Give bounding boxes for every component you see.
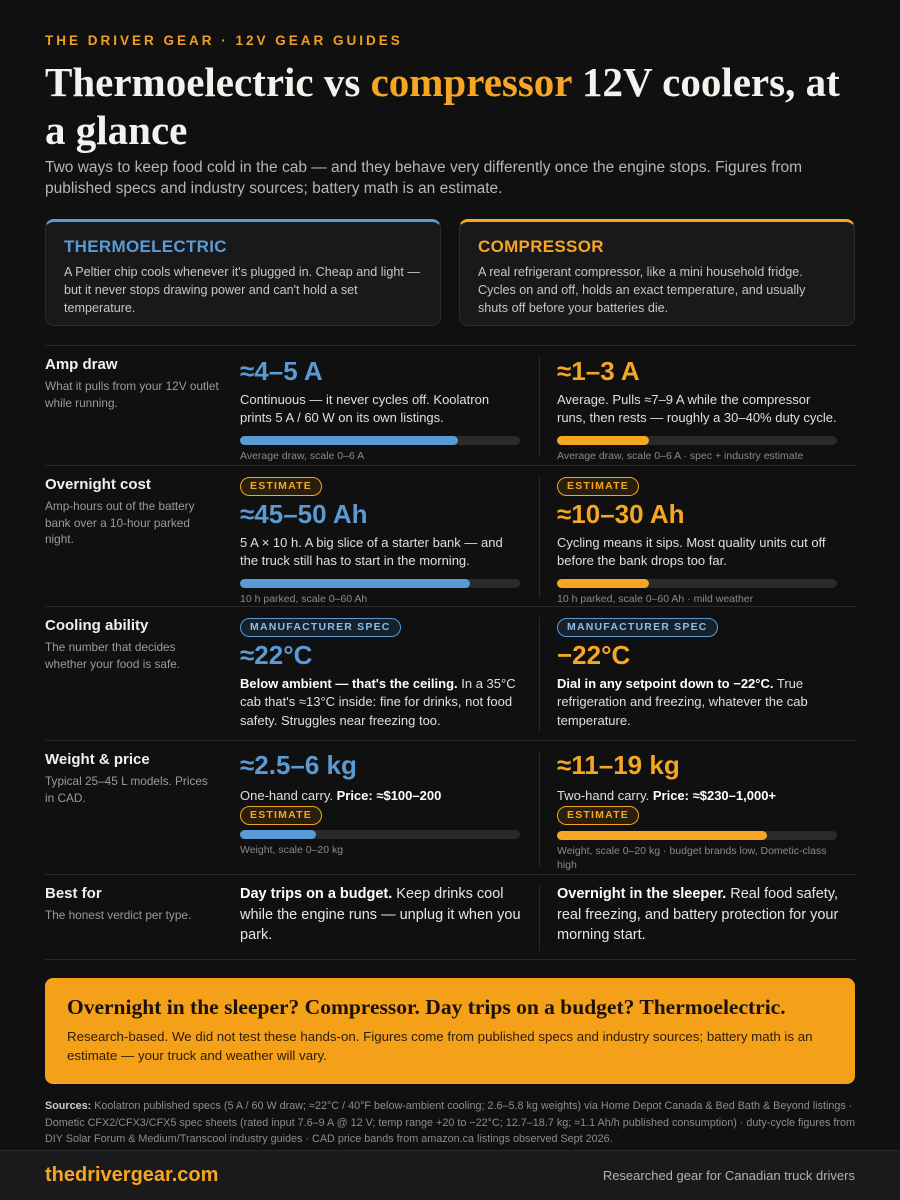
thermo-overnight-value: ≈45–50 Ah (240, 499, 368, 529)
thermo-card-body: A Peltier chip cools whenever it's plugg… (64, 265, 420, 316)
thermo-card: THERMOELECTRIC A Peltier chip cools when… (45, 219, 441, 326)
footer-tagline: Researched gear for Canadian truck drive… (602, 1168, 855, 1183)
thermo-amp-cell: ≈4–5 A Continuous — it never cycles off.… (240, 355, 522, 463)
compressor-weight-cell: ≈11–19 kg Two-hand carry. Price: ≈$230–1… (557, 749, 839, 872)
column-divider (539, 356, 540, 456)
thermo-verdict: Day trips on a budget. Keep drinks cool … (240, 884, 522, 946)
row-subtitle: Amp-hours out of the battery bank over a… (45, 499, 195, 546)
sources-note: Sources: Koolatron published specs (5 A … (45, 1100, 856, 1145)
row-subtitle: What it pulls from your 12V outlet while… (45, 379, 219, 410)
footer-brand-link[interactable]: thedrivergear.com (45, 1164, 219, 1186)
thermo-overnight-bar (240, 578, 520, 588)
thermo-card-title: THERMOELECTRIC (64, 237, 227, 256)
thermo-amp-caption: Average draw, scale 0–6 A (240, 449, 365, 462)
row-cooling-ability: Cooling ability The number that decides … (45, 606, 855, 740)
thermo-overnight-cell: ESTIMATE ≈45–50 Ah 5 A × 10 h. A big sli… (240, 476, 522, 606)
thermo-weight-caption: Weight, scale 0–20 kg (240, 844, 344, 857)
thermo-amp-bar (240, 435, 520, 445)
compressor-cooling-cell: MANUFACTURER SPEC −22°C Dial in any setp… (557, 617, 839, 730)
thermo-amp-value: ≈4–5 A (240, 356, 323, 386)
bar-fill (240, 830, 316, 840)
estimate-badge: ESTIMATE (240, 806, 322, 826)
compressor-amp-desc: Average. Pulls ≈7–9 A while the compress… (557, 392, 837, 426)
compressor-weight-bar (557, 831, 837, 841)
row-title: Amp draw (45, 356, 118, 373)
row-subtitle: Typical 25–45 L models. Prices in CAD. (45, 774, 208, 805)
thermo-weight-value: ≈2.5–6 kg (240, 750, 357, 780)
estimate-badge: ESTIMATE (557, 806, 639, 826)
compressor-overnight-caption: 10 h parked, scale 0–60 Ah · mild weathe… (557, 592, 754, 605)
row-amp-draw: Amp draw What it pulls from your 12V out… (45, 345, 855, 465)
thermo-overnight-caption: 10 h parked, scale 0–60 Ah (240, 592, 368, 605)
row-title: Best for (45, 885, 102, 902)
compressor-cooling-desc: Dial in any setpoint down to −22°C. True… (557, 676, 808, 728)
row-weight-price: Weight & price Typical 25–45 L models. P… (45, 740, 855, 874)
callout-body: Research-based. We did not test these ha… (67, 1029, 813, 1063)
footer: thedrivergear.com Researched gear for Ca… (0, 1150, 900, 1200)
compressor-weight-desc: Two-hand carry. Price: ≈$230–1,000+ ESTIM… (557, 787, 839, 826)
row-title: Cooling ability (45, 617, 149, 634)
spec-badge: MANUFACTURER SPEC (240, 618, 401, 637)
thermo-verdict-text: Day trips on a budget. Keep drinks cool … (240, 886, 521, 943)
thermo-weight-cell: ≈2.5–6 kg One-hand carry. Price: ≈$100–2… (240, 749, 522, 857)
compressor-cooling-value: −22°C (557, 640, 631, 670)
compressor-card-title: COMPRESSOR (478, 237, 604, 256)
estimate-badge: ESTIMATE (240, 477, 322, 496)
row-label: Best for The honest verdict per type. (45, 885, 220, 924)
thermo-weight-desc: One-hand carry. Price: ≈$100–200 ESTIMAT… (240, 787, 522, 826)
compressor-overnight-desc: Cycling means it sips. Most quality unit… (557, 535, 826, 569)
thermo-overnight-desc: 5 A × 10 h. A big slice of a starter ban… (240, 535, 503, 569)
column-divider (539, 885, 540, 951)
row-label: Cooling ability The number that decides … (45, 617, 220, 672)
bar-fill (240, 435, 459, 445)
intro-text: Two ways to keep food cold in the cab — … (45, 159, 803, 197)
thermo-cooling-cell: MANUFACTURER SPEC ≈22°C Below ambient — … (240, 617, 522, 730)
thermo-cooling-value: ≈22°C (240, 640, 313, 670)
compressor-verdict-text: Overnight in the sleeper. Real food safe… (557, 886, 839, 943)
verdict-callout: Overnight in the sleeper? Compressor. Da… (45, 978, 855, 1084)
bar-fill (240, 578, 470, 588)
compressor-overnight-cell: ESTIMATE ≈10–30 Ah Cycling means it sips… (557, 476, 839, 606)
bar-fill (557, 578, 650, 588)
column-divider (539, 476, 540, 598)
compressor-amp-caption: Average draw, scale 0–6 A · spec + indus… (557, 449, 804, 462)
column-divider (539, 617, 540, 732)
compressor-amp-cell: ≈1–3 A Average. Pulls ≈7–9 A while the c… (557, 355, 839, 463)
compressor-verdict: Overnight in the sleeper. Real food safe… (557, 884, 839, 946)
compressor-amp-bar (557, 435, 837, 445)
thermo-amp-desc: Continuous — it never cycles off. Koolat… (240, 392, 490, 426)
bar-fill (557, 831, 767, 841)
row-subtitle: The honest verdict per type. (45, 908, 192, 922)
compressor-amp-value: ≈1–3 A (557, 356, 640, 386)
row-label: Amp draw What it pulls from your 12V out… (45, 356, 220, 411)
spec-badge: MANUFACTURER SPEC (557, 618, 718, 637)
estimate-badge: ESTIMATE (557, 477, 639, 496)
page-title: Thermoelectric vs compressor 12V coolers… (45, 59, 840, 153)
compressor-card-body: A real refrigerant compressor, like a mi… (478, 265, 806, 316)
compressor-weight-caption: Weight, scale 0–20 kg · budget brands lo… (557, 845, 827, 872)
thermo-cooling-desc: Below ambient — that's the ceiling. In a… (240, 676, 516, 728)
row-title: Weight & price (45, 751, 150, 768)
eyebrow: THE DRIVER GEAR · 12V GEAR GUIDES (45, 33, 403, 48)
row-subtitle: The number that decides whether your foo… (45, 640, 181, 671)
callout-headline: Overnight in the sleeper? Compressor. Da… (67, 995, 786, 1019)
compressor-weight-value: ≈11–19 kg (557, 750, 680, 780)
row-label: Overnight cost Amp-hours out of the batt… (45, 476, 220, 548)
row-label: Weight & price Typical 25–45 L models. P… (45, 751, 220, 806)
compressor-overnight-value: ≈10–30 Ah (557, 499, 685, 529)
compressor-overnight-bar (557, 578, 837, 588)
row-overnight-cost: Overnight cost Amp-hours out of the batt… (45, 465, 855, 606)
compressor-card: COMPRESSOR A real refrigerant compressor… (459, 219, 855, 326)
bar-fill (557, 435, 650, 445)
row-best-for: Best for The honest verdict per type. Da… (45, 874, 855, 960)
row-title: Overnight cost (45, 476, 151, 493)
column-divider (539, 751, 540, 866)
thermo-weight-bar (240, 830, 520, 840)
